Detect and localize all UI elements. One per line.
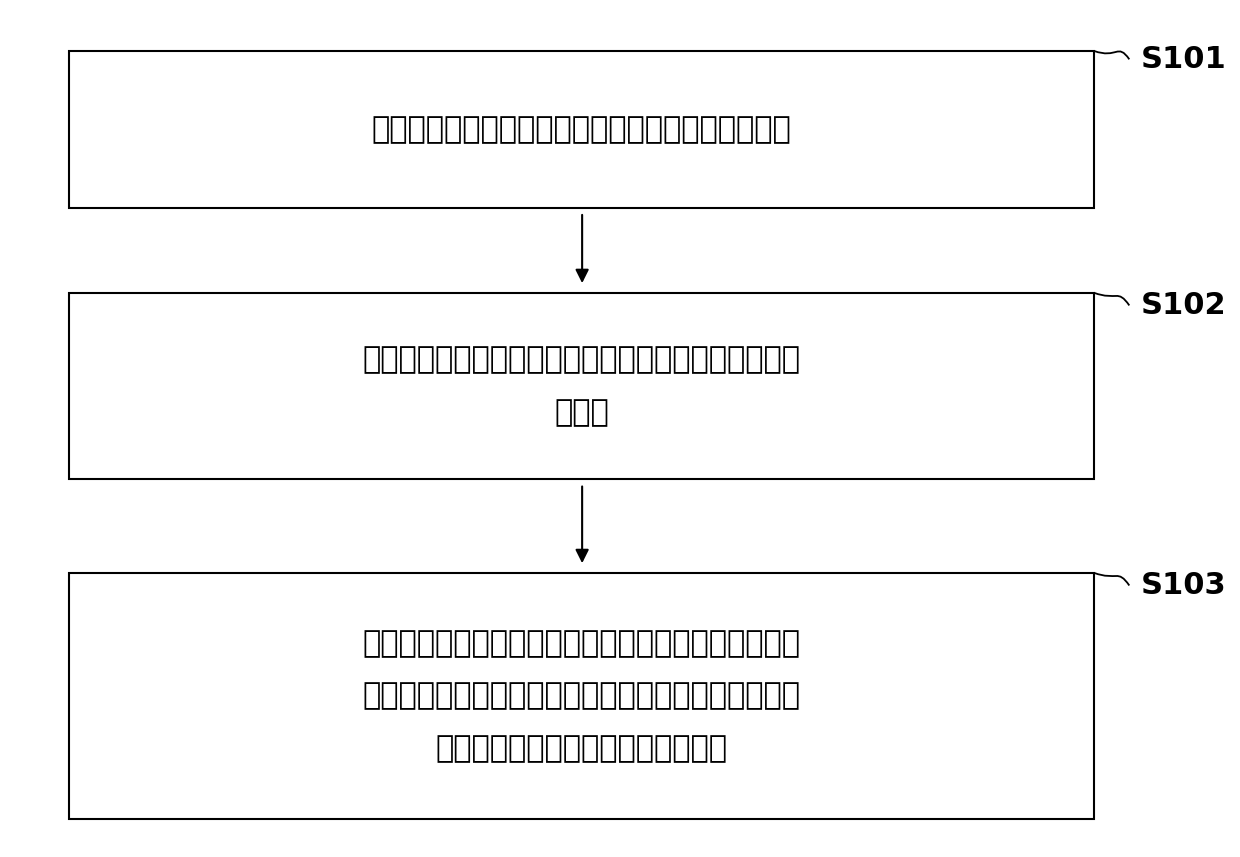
Text: 根据所述病灶脏器的动态变化，对预先规划的穿刺路径: 根据所述病灶脏器的动态变化，对预先规划的穿刺路径 [362,629,801,657]
Bar [69,293,1094,479]
Bar [69,51,1094,208]
Text: 态变化: 态变化 [554,398,609,427]
Text: 通过超声单元实时捕获腹腔中病灶脏器生成超声图像: 通过超声单元实时捕获腹腔中病灶脏器生成超声图像 [372,115,791,144]
Text: 根据实时捕获的所述超声图像确定腹腔中病灶脏器的动: 根据实时捕获的所述超声图像确定腹腔中病灶脏器的动 [362,345,801,375]
Text: S102: S102 [1141,291,1226,320]
Bar [69,572,1094,819]
Text: 而避开除所述病灶脏器外的敏感器官: 而避开除所述病灶脏器外的敏感器官 [435,734,728,763]
Text: S103: S103 [1141,571,1226,600]
Text: 进行微调，以使微调后的穿刺路径仅针对所述病灶脏器: 进行微调，以使微调后的穿刺路径仅针对所述病灶脏器 [362,681,801,710]
Text: S101: S101 [1141,45,1226,74]
